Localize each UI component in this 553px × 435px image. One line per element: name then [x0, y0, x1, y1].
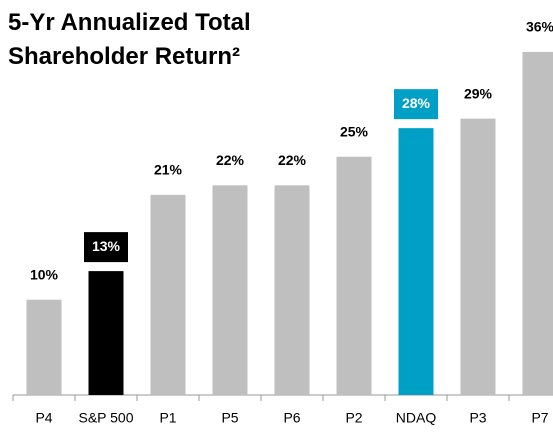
bar	[150, 194, 186, 395]
value-label: 13%	[92, 238, 121, 254]
bar	[26, 299, 62, 395]
chart-title: 5-Yr Annualized Total Shareholder Return…	[8, 9, 251, 70]
value-label: 25%	[340, 123, 369, 139]
bar	[274, 185, 310, 395]
x-tick-label: S&P 500	[78, 410, 133, 426]
value-label: 22%	[216, 152, 245, 168]
bar	[522, 51, 553, 396]
value-label: 36%	[526, 19, 553, 35]
value-label-box	[84, 232, 128, 263]
value-label: 29%	[464, 85, 493, 101]
value-label: 22%	[278, 152, 307, 168]
bar	[336, 156, 372, 395]
bar	[460, 118, 496, 395]
x-tick-label: P6	[283, 410, 300, 426]
x-tick-label: P7	[531, 410, 548, 426]
bar	[398, 128, 434, 395]
value-label-box	[394, 89, 438, 120]
value-label: 10%	[30, 266, 59, 282]
x-tick-label: P5	[221, 410, 238, 426]
value-label: 21%	[154, 162, 183, 178]
x-tick-label: P3	[469, 410, 486, 426]
x-tick-label: NDAQ	[396, 410, 437, 426]
value-label: 28%	[402, 95, 431, 111]
x-tick-label: P4	[35, 410, 52, 426]
bar	[88, 271, 124, 395]
x-tick-label: P1	[159, 410, 176, 426]
bar	[212, 185, 248, 395]
x-tick-label: P2	[345, 410, 362, 426]
